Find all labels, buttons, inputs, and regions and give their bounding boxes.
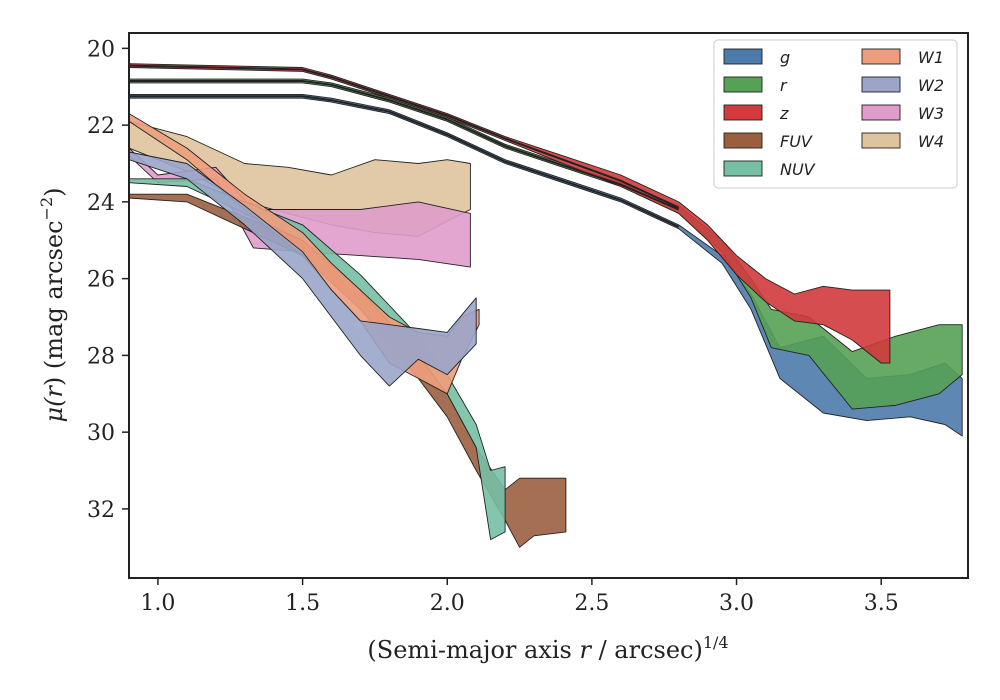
band-W2	[129, 151, 477, 387]
y-tick-label: 22	[87, 114, 115, 139]
legend-label-W2: W2	[918, 76, 944, 95]
legend-swatch-g	[723, 48, 763, 65]
x-tick-label: 3.0	[719, 591, 754, 616]
envelope-line-z	[129, 64, 680, 209]
legend: grz FUV NUV W1 W2 W3 W4	[713, 39, 958, 189]
legend-label-FUV: FUV	[780, 132, 813, 151]
x-tick-label: 3.5	[864, 591, 899, 616]
legend-swatch-FUV	[723, 132, 763, 149]
legend-swatch-W3	[861, 104, 901, 121]
legend-swatch-W2	[861, 76, 901, 93]
legend-label-W1: W1	[918, 48, 944, 67]
legend-label-W4: W4	[918, 132, 944, 151]
y-tick-label: 24	[87, 191, 115, 216]
y-axis: 20 22 24 26 28 30 32	[87, 37, 129, 523]
y-tick-label: 20	[87, 37, 115, 62]
envelope-line-g	[129, 95, 680, 228]
y-tick-label: 28	[87, 344, 115, 369]
legend-label-z: z	[779, 104, 789, 123]
band-r	[129, 78, 963, 410]
legend-label-g: g	[780, 48, 790, 67]
legend-swatch-W1	[861, 48, 901, 65]
legend-swatch-W4	[861, 132, 901, 149]
band-z	[129, 63, 891, 364]
y-tick-label: 26	[87, 268, 115, 293]
legend-label-W3: W3	[918, 104, 944, 123]
x-axis-label: (Semi-major axis r / arcsec)1/4	[367, 633, 728, 664]
plot-frame	[128, 32, 969, 579]
legend-swatch-NUV	[723, 160, 763, 177]
legend-swatch-z	[723, 104, 763, 121]
y-axis-label: μ(r) (mag arcsec−2)	[37, 187, 68, 422]
envelope-lines-layer	[129, 64, 680, 228]
envelope-line-r	[129, 80, 680, 211]
x-tick-label: 2.5	[574, 591, 609, 616]
legend-label-NUV: NUV	[780, 160, 816, 179]
legend-label-r: r	[780, 76, 788, 95]
x-tick-label: 1.5	[285, 591, 320, 616]
x-axis: 1.0 1.5 2.0 2.5 3.0 3.5	[140, 578, 899, 616]
x-tick-label: 1.0	[140, 591, 175, 616]
y-tick-label: 30	[87, 421, 115, 446]
y-tick-label: 32	[87, 498, 115, 523]
x-tick-label: 2.0	[430, 591, 465, 616]
bands-layer	[129, 63, 963, 548]
legend-swatch-r	[723, 76, 763, 93]
